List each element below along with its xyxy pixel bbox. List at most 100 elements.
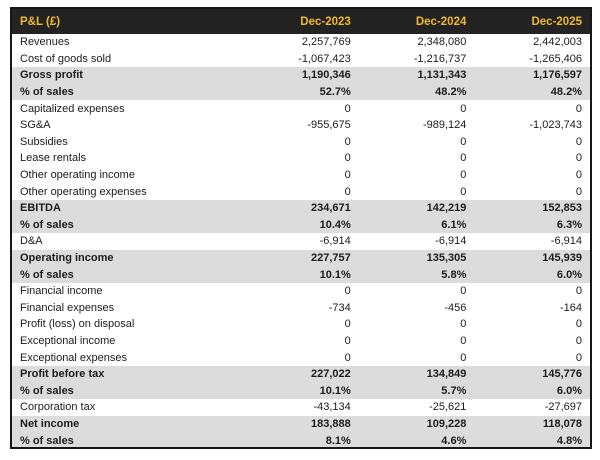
row-value: 48.2% [358, 83, 475, 101]
row-value: 4.6% [358, 432, 475, 447]
row-label: Financial expenses [20, 301, 115, 314]
row-label: Net income [12, 415, 244, 433]
header-dec-2023: Dec-2023 [243, 9, 359, 34]
row-label: Subsidies [20, 135, 68, 148]
row-value: 0 [460, 285, 467, 298]
row-value: 0 [575, 185, 582, 198]
row-value: 2,257,769 [301, 36, 351, 49]
row-label: Corporation tax [20, 401, 96, 414]
row-value: -6,914 [550, 235, 582, 248]
row-value: 0 [460, 135, 467, 148]
row-value: -27,697 [544, 401, 582, 414]
row-value: 145,776 [474, 365, 590, 383]
row-value: 0 [344, 102, 351, 115]
table-row: SG&A -955,675 -989,124 -1,023,743 [12, 117, 590, 134]
table-row: Subsidies 0 0 0 [12, 134, 590, 151]
row-label: SG&A [20, 119, 51, 132]
table-row: EBITDA 234,671 142,219 152,853 [12, 199, 590, 217]
row-value: 1,131,343 [358, 67, 475, 84]
row-value: 5.7% [358, 382, 475, 400]
row-value: 0 [460, 334, 467, 347]
row-value: -43,134 [313, 401, 351, 414]
row-label: Lease rentals [20, 152, 87, 165]
row-value: 109,228 [358, 415, 475, 433]
row-label: EBITDA [12, 199, 244, 217]
row-label: Profit before tax [12, 365, 244, 383]
table-row: % of sales 10.4% 6.1% 6.3% [12, 216, 590, 234]
row-value: 1,176,597 [474, 67, 590, 84]
row-value: 135,305 [358, 249, 475, 267]
row-value: 0 [575, 152, 582, 165]
table-row: Revenues 2,257,769 2,348,080 2,442,003 [12, 34, 590, 51]
pnl-forecast-table: P&L (£) Dec-2023 Dec-2024 Dec-2025 Reven… [12, 9, 590, 447]
header-dec-2025: Dec-2025 [474, 9, 590, 34]
table-row: Other operating expenses 0 0 0 [12, 183, 590, 200]
row-value: -1,023,743 [529, 119, 582, 132]
row-label: Gross profit [12, 67, 244, 84]
row-value: 10.1% [243, 382, 359, 400]
row-value: -955,675 [307, 119, 351, 132]
table-row: % of sales 10.1% 5.7% 6.0% [12, 382, 590, 400]
row-value: 227,022 [243, 365, 359, 383]
row-value: 134,849 [358, 365, 475, 383]
table-row: Financial income 0 0 0 [12, 283, 590, 300]
row-value: 0 [344, 152, 351, 165]
row-value: 0 [575, 351, 582, 364]
table-row: % of sales 8.1% 4.6% 4.8% [12, 432, 590, 447]
row-label: % of sales [12, 266, 244, 283]
row-value: 6.1% [358, 216, 475, 234]
table-row: Net income 183,888 109,228 118,078 [12, 415, 590, 433]
table-row: % of sales 52.7% 48.2% 48.2% [12, 83, 590, 101]
row-label: % of sales [12, 83, 244, 101]
table-row: Cost of goods sold -1,067,423 -1,216,737 -1… [12, 51, 590, 68]
row-label: D&A [20, 235, 43, 248]
row-value: 0 [575, 318, 582, 331]
row-value: 0 [344, 135, 351, 148]
row-value: 6.3% [474, 216, 590, 234]
row-value: 0 [575, 169, 582, 182]
row-value: 0 [344, 185, 351, 198]
row-value: 0 [575, 135, 582, 148]
row-value: 4.8% [474, 432, 590, 447]
row-value: -989,124 [422, 119, 467, 132]
table-row: Exceptional income 0 0 0 [12, 333, 590, 350]
row-value: 0 [575, 102, 582, 115]
row-value: 0 [460, 185, 467, 198]
table-row: Gross profit 1,190,346 1,131,343 1,176,597 [12, 67, 590, 84]
row-value: 52.7% [243, 83, 359, 101]
pnl-forecast-table-frame: P&L (£) Dec-2023 Dec-2024 Dec-2025 Reven… [10, 7, 592, 449]
table-row: Lease rentals 0 0 0 [12, 150, 590, 167]
table-row: Operating income 227,757 135,305 145,939 [12, 249, 590, 267]
table-row: Corporation tax -43,134 -25,621 -27,697 [12, 399, 590, 416]
row-value: 142,219 [358, 199, 475, 217]
row-label: Other operating income [20, 169, 135, 182]
row-value: 1,190,346 [243, 67, 359, 84]
row-value: 0 [460, 169, 467, 182]
row-label: Operating income [12, 249, 244, 267]
table-row: % of sales 10.1% 5.8% 6.0% [12, 266, 590, 283]
table-row: Capitalized expenses 0 0 0 [12, 100, 590, 117]
row-value: 234,671 [243, 199, 359, 217]
row-value: 0 [460, 351, 467, 364]
row-label: % of sales [12, 432, 244, 447]
row-value: 8.1% [243, 432, 359, 447]
row-value: -6,914 [319, 235, 351, 248]
row-value: 0 [460, 318, 467, 331]
row-label: Other operating expenses [20, 185, 147, 198]
table-row: Profit (loss) on disposal 0 0 0 [12, 316, 590, 333]
row-value: 0 [575, 334, 582, 347]
header-pnl-currency: P&L (£) [12, 9, 244, 34]
row-value: -1,265,406 [529, 52, 582, 65]
row-value: 145,939 [474, 249, 590, 267]
row-label: % of sales [12, 216, 244, 234]
row-value: -6,914 [435, 235, 467, 248]
row-value: 5.8% [358, 266, 475, 283]
table-row: D&A -6,914 -6,914 -6,914 [12, 233, 590, 250]
row-value: -456 [444, 301, 467, 314]
row-label: Capitalized expenses [20, 102, 125, 115]
row-value: -25,621 [429, 401, 467, 414]
row-value: -1,067,423 [298, 52, 351, 65]
row-value: 0 [344, 318, 351, 331]
row-value: 0 [344, 334, 351, 347]
row-value: 118,078 [474, 415, 590, 433]
